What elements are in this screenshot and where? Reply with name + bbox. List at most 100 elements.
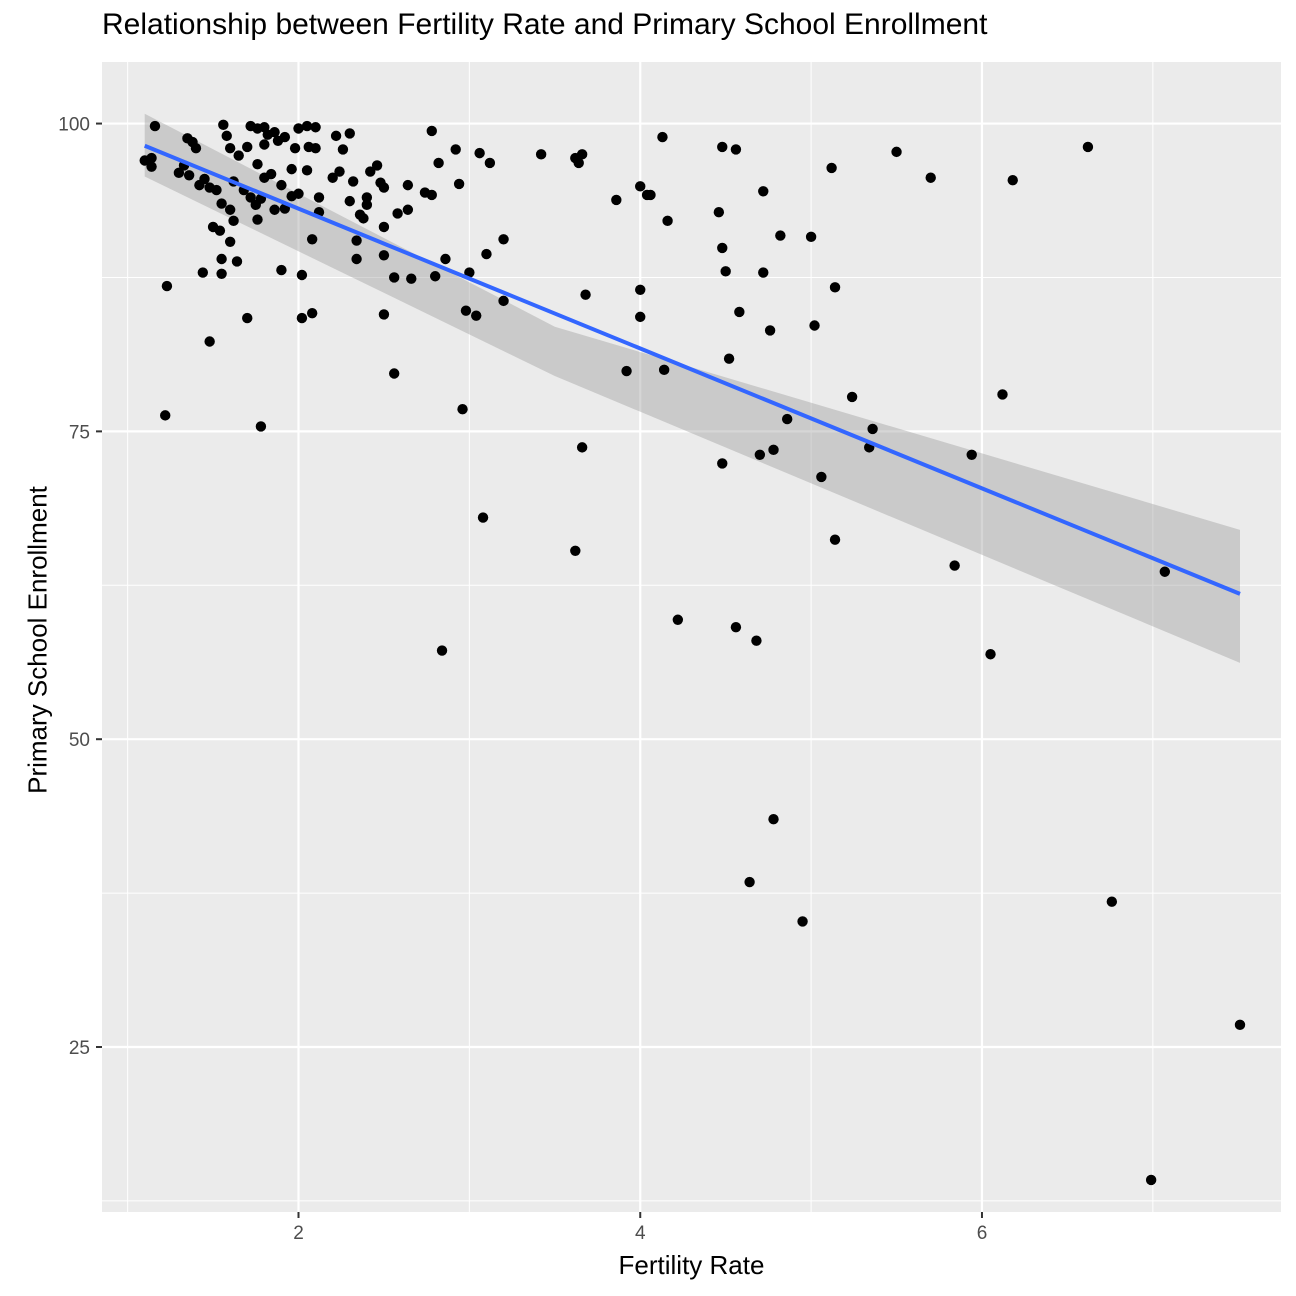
data-point [265,168,277,180]
data-point [645,189,656,201]
confidence-band [144,113,1240,663]
data-point [573,157,584,169]
data-point [925,172,936,183]
data-point [635,181,646,192]
data-point [388,272,400,283]
data-point [218,119,229,130]
data-point [279,131,291,143]
data-point [245,192,256,203]
data-point [781,413,793,425]
data-point [580,289,591,300]
data-point [758,267,769,278]
data-point [161,280,173,292]
data-point [252,214,263,225]
data-point [347,176,359,187]
data-point [611,194,622,206]
data-point [149,120,161,132]
regression-line [143,143,1241,596]
data-point [867,423,878,435]
x-tick-label: 6 [977,1223,988,1244]
data-point [365,166,376,177]
data-point [576,442,588,453]
data-point [310,122,321,133]
data-points [139,119,1246,1186]
data-point [211,184,222,196]
data-point [276,264,287,276]
data-point [406,273,417,284]
data-point [286,163,297,175]
data-point [259,139,270,150]
data-point [351,235,362,246]
data-point [535,149,547,160]
data-point [190,142,202,154]
data-point [296,312,308,324]
data-point [426,125,437,137]
data-point [754,449,766,460]
data-point [450,144,461,155]
data-point [276,179,287,191]
data-point [296,269,308,281]
data-point [392,208,403,219]
data-point [949,560,960,571]
data-point [717,458,728,469]
data-point [269,126,280,138]
data-point [453,178,465,190]
data-point [809,320,820,331]
data-point [717,141,728,153]
data-point [199,173,210,185]
data-point [371,160,383,171]
data-point [146,161,157,172]
data-point [730,621,742,633]
data-point [231,256,243,267]
data-point [734,306,745,318]
data-point [751,635,762,646]
data-point [330,130,342,142]
data-point [378,221,390,233]
data-point [139,155,150,166]
data-point [224,204,236,215]
data-point [498,234,509,245]
data-point [764,325,776,336]
data-point [388,368,400,379]
x-tick-label: 4 [635,1223,646,1244]
data-point [797,916,808,927]
data-point [474,147,485,159]
data-point [173,167,185,179]
data-point [233,150,244,161]
data-point [744,876,755,888]
data-point [402,179,414,191]
data-point [224,142,236,154]
data-point [471,310,482,321]
data-point [269,204,280,215]
data-point [358,213,369,224]
data-point [1234,1019,1246,1031]
data-point [378,309,390,320]
data-point [402,204,414,215]
data-point [378,182,390,193]
data-point [477,512,489,523]
data-point [224,236,236,247]
data-point [327,172,338,183]
data-point [826,162,837,174]
data-point [758,186,769,197]
data-point [662,215,673,227]
data-point [657,131,668,143]
data-point [337,144,349,155]
data-point [242,141,253,153]
data-point [717,242,728,254]
data-point [378,250,390,261]
data-point [805,231,817,243]
data-point [768,444,779,456]
data-point [289,142,301,154]
data-point [313,192,325,203]
data-point [204,336,215,347]
data-point [301,165,313,176]
data-point [252,158,263,170]
y-axis-label: Primary School Enrollment [22,486,53,794]
data-point [183,170,195,181]
chart-title: Relationship between Fertility Rate and … [102,8,988,41]
data-point [457,404,468,415]
data-point [429,271,441,282]
data-point [635,311,646,323]
data-point [221,130,232,142]
